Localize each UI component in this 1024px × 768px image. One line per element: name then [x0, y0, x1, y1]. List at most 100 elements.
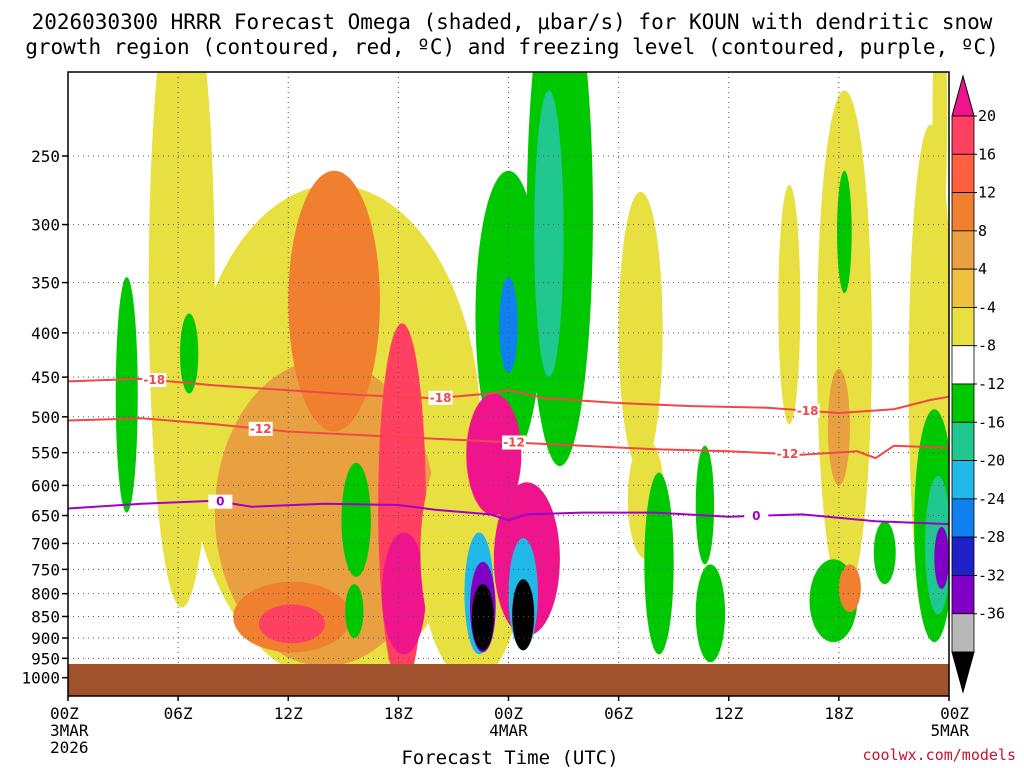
colorbar-label-6: -8 [978, 337, 996, 355]
colorbar-swatch-12 [951, 575, 975, 615]
colorbar-swatch-5 [951, 307, 975, 347]
isotherm-label-bg-0-1 [428, 390, 453, 405]
colorbar-swatch-11 [951, 536, 975, 576]
isotherm-label-bg-1-1 [502, 435, 527, 450]
colorbar-label-2: 12 [978, 184, 996, 202]
y-tick-label-1000: 1000 [21, 669, 60, 688]
y-axis: 250 300 350 400 450 500 550 600 650 700 750 800 850 9… [21, 147, 68, 688]
chart-title-line-2: growth region (contoured, red, ºC) and f… [25, 35, 999, 59]
y-tick-label-750: 750 [31, 560, 60, 579]
omega-region-18 [466, 393, 522, 516]
y-tick-label-700: 700 [31, 534, 60, 553]
colorbar-label-9: -20 [978, 452, 1005, 470]
colorbar-swatch-10 [951, 498, 975, 538]
colorbar-label-8: -16 [978, 413, 1005, 431]
isotherm-minus18-line [68, 377, 949, 415]
y-tick-label-950: 950 [31, 649, 60, 668]
colorbar-swatch-4 [951, 268, 975, 308]
omega-region-31 [816, 90, 872, 599]
isotherm-label-2-1: 0 [752, 509, 760, 523]
chart-title-line-1: 2026030300 HRRR Forecast Omega (shaded, … [32, 10, 993, 34]
omega-shading [115, 72, 949, 689]
y-tick-label-650: 650 [31, 507, 60, 526]
x-tick-label-24-1: 4MAR [489, 721, 528, 740]
colorbar: 20 16 12 8 4 -4 -8 -12 -16 -20 -24 -28 -32 -36 [951, 74, 1005, 694]
colorbar-swatch-13 [951, 613, 975, 653]
colorbar-swatch-1 [951, 153, 975, 193]
y-tick-label-500: 500 [31, 408, 60, 427]
x-tick-label-6-0: 06Z [164, 704, 193, 723]
x-axis-label: Forecast Time (UTC) [401, 747, 618, 768]
y-tick-label-450: 450 [31, 368, 60, 387]
isotherm-label-bg-2-1 [744, 508, 769, 523]
y-tick-label-250: 250 [31, 147, 60, 166]
x-tick-label-30-0: 06Z [604, 704, 633, 723]
x-tick-label-0-0: 00Z [50, 704, 79, 723]
omega-region-35 [838, 564, 861, 613]
terrain-ground [68, 664, 949, 696]
isotherm-label-1-1: -12 [503, 436, 525, 450]
y-tick-label-850: 850 [31, 607, 60, 626]
x-tick-label-24-0: 00Z [494, 704, 523, 723]
omega-region-4 [258, 604, 325, 644]
credit-text: coolwx.com/models [862, 746, 1016, 764]
colorbar-label-0: 20 [978, 107, 996, 125]
omega-region-34 [873, 521, 896, 585]
colorbar-bottom-triangle [951, 651, 975, 694]
omega-region-15 [534, 90, 564, 378]
omega-region-22 [471, 584, 494, 651]
colorbar-label-13: -36 [978, 605, 1005, 623]
isotherm-label-bg-2-0 [208, 494, 233, 509]
colorbar-swatch-0 [951, 115, 975, 155]
isotherm-label-1-0: -12 [250, 422, 272, 436]
grid-lines [68, 72, 949, 696]
y-tick-label-800: 800 [31, 585, 60, 604]
x-tick-label-0-1: 3MAR [50, 721, 89, 740]
isotherm-label-1-2: -12 [777, 447, 799, 461]
omega-region-9 [179, 313, 199, 394]
x-tick-label-12-0: 12Z [274, 704, 303, 723]
temperature-contours: -18 -18 -18 -12 -12 -12 0 0 [68, 372, 949, 526]
y-tick-label-300: 300 [31, 216, 60, 235]
isotherm-minus12-line [68, 417, 949, 460]
colorbar-swatch-6 [951, 345, 975, 385]
isotherm-label-bg-1-2 [775, 447, 800, 462]
colorbar-label-3: 8 [978, 222, 987, 240]
y-tick-label-600: 600 [31, 476, 60, 495]
y-tick-label-400: 400 [31, 324, 60, 343]
isotherm-label-bg-1-0 [248, 421, 273, 436]
omega-region-11 [345, 584, 364, 638]
omega-region-29 [695, 564, 726, 663]
colorbar-label-12: -32 [978, 566, 1005, 584]
y-tick-label-900: 900 [31, 629, 60, 648]
x-tick-label-48-1: 5MAR [930, 721, 969, 740]
y-tick-label-350: 350 [31, 274, 60, 293]
colorbar-swatch-9 [951, 460, 975, 500]
omega-region-28 [695, 445, 715, 565]
colorbar-swatch-3 [951, 230, 975, 270]
omega-region-8 [115, 277, 138, 513]
x-tick-label-42-0: 18Z [824, 704, 853, 723]
omega-region-30 [778, 184, 801, 425]
x-tick-label-36-0: 12Z [714, 704, 743, 723]
colorbar-top-triangle [951, 74, 975, 117]
colorbar-swatch-7 [951, 383, 975, 423]
colorbar-label-5: -4 [978, 298, 996, 316]
omega-region-10 [341, 462, 371, 577]
omega-region-41 [932, 72, 948, 249]
isotherm-label-bg-0-2 [795, 403, 820, 418]
isotherm-label-0-1: -18 [430, 391, 452, 405]
isotherm-label-bg-0-0 [142, 372, 167, 387]
x-tick-label-0-2: 2026 [50, 738, 89, 757]
colorbar-label-10: -24 [978, 490, 1005, 508]
omega-region-13 [499, 277, 518, 373]
colorbar-swatch-2 [951, 192, 975, 232]
y-tick-label-550: 550 [31, 444, 60, 463]
isotherm-label-0-0: -18 [143, 373, 165, 387]
colorbar-label-4: 4 [978, 260, 987, 278]
omega-region-5 [288, 170, 381, 432]
isotherm-label-0-2: -18 [797, 404, 819, 418]
colorbar-label-11: -28 [978, 528, 1005, 546]
